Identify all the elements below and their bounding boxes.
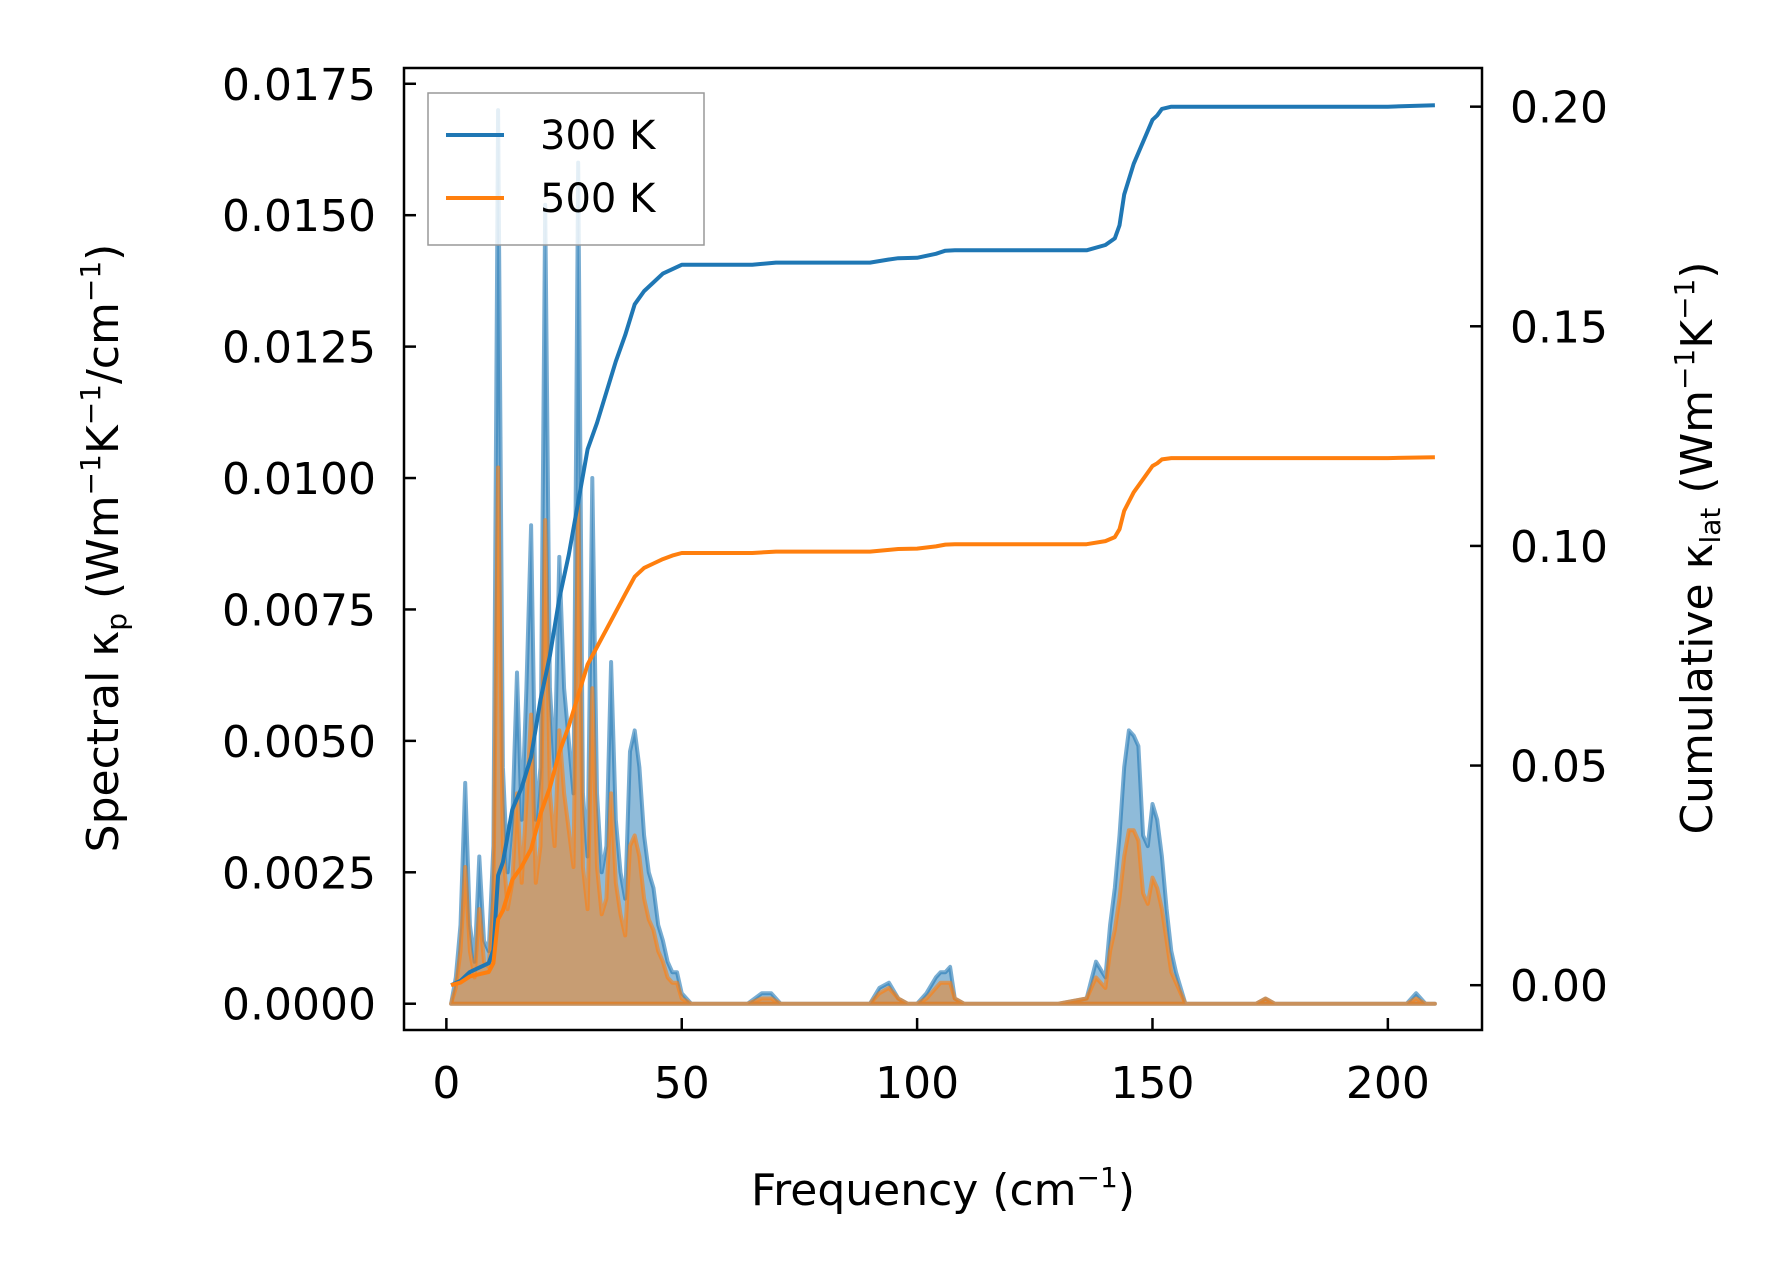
- y-left-tick-label: 0.0000: [222, 980, 376, 1031]
- y-right-tick-label: 0.10: [1510, 522, 1608, 573]
- x-tick-label: 150: [1110, 1058, 1194, 1109]
- y-left-tick-label: 0.0125: [222, 323, 376, 374]
- y-axis-left-title: Spectral κp (Wm−1K−1/cm−1): [74, 244, 133, 853]
- y-left-tick-label: 0.0025: [222, 848, 376, 899]
- y-left-tick-label: 0.0175: [222, 60, 376, 111]
- y-left-tick-label: 0.0075: [222, 585, 376, 636]
- axes-frame: [402, 66, 1484, 1032]
- cumulative-line-500k: [450, 455, 1435, 988]
- legend: 300 K 500 K: [427, 92, 705, 246]
- series-lines: [450, 103, 1435, 988]
- y-right-tick-label: 0.00: [1510, 961, 1608, 1012]
- y-left-tick-label: 0.0050: [222, 717, 376, 768]
- cumulative-line-300k: [450, 103, 1435, 988]
- legend-label-300k: 300 K: [540, 113, 657, 159]
- y-right-tick-label: 0.05: [1510, 742, 1608, 793]
- spectral-fills: [449, 108, 1437, 1006]
- x-axis-title-exp: −1: [1077, 1161, 1118, 1194]
- x-tick-label: 50: [654, 1058, 710, 1109]
- x-axis-title-main: Frequency (cm: [751, 1165, 1077, 1216]
- x-tick-label: 100: [875, 1058, 959, 1109]
- y-left-tick-label: 0.0100: [222, 454, 376, 505]
- x-axis-title-close: ): [1118, 1165, 1135, 1216]
- spectral-area-500k: [449, 465, 1437, 1006]
- plot-area: [449, 103, 1437, 1006]
- y-right-tick-label: 0.15: [1510, 302, 1608, 353]
- x-axis-title: Frequency (cm−1): [751, 1161, 1135, 1216]
- x-tick-label: 200: [1346, 1058, 1430, 1109]
- x-tick-label: 0: [432, 1058, 460, 1109]
- y-right-tick-label: 0.20: [1510, 83, 1608, 134]
- axis-ticks: 0 50 100 150 200 0.0000 0.0025 0.0050 0.0075 0.01…: [222, 60, 1608, 1109]
- legend-label-500k: 500 K: [540, 176, 657, 222]
- y-axis-right-title: Cumulative κlat (Wm−1K−1): [1668, 261, 1727, 834]
- y-left-tick-label: 0.0150: [222, 191, 376, 242]
- legend-box: [427, 92, 705, 246]
